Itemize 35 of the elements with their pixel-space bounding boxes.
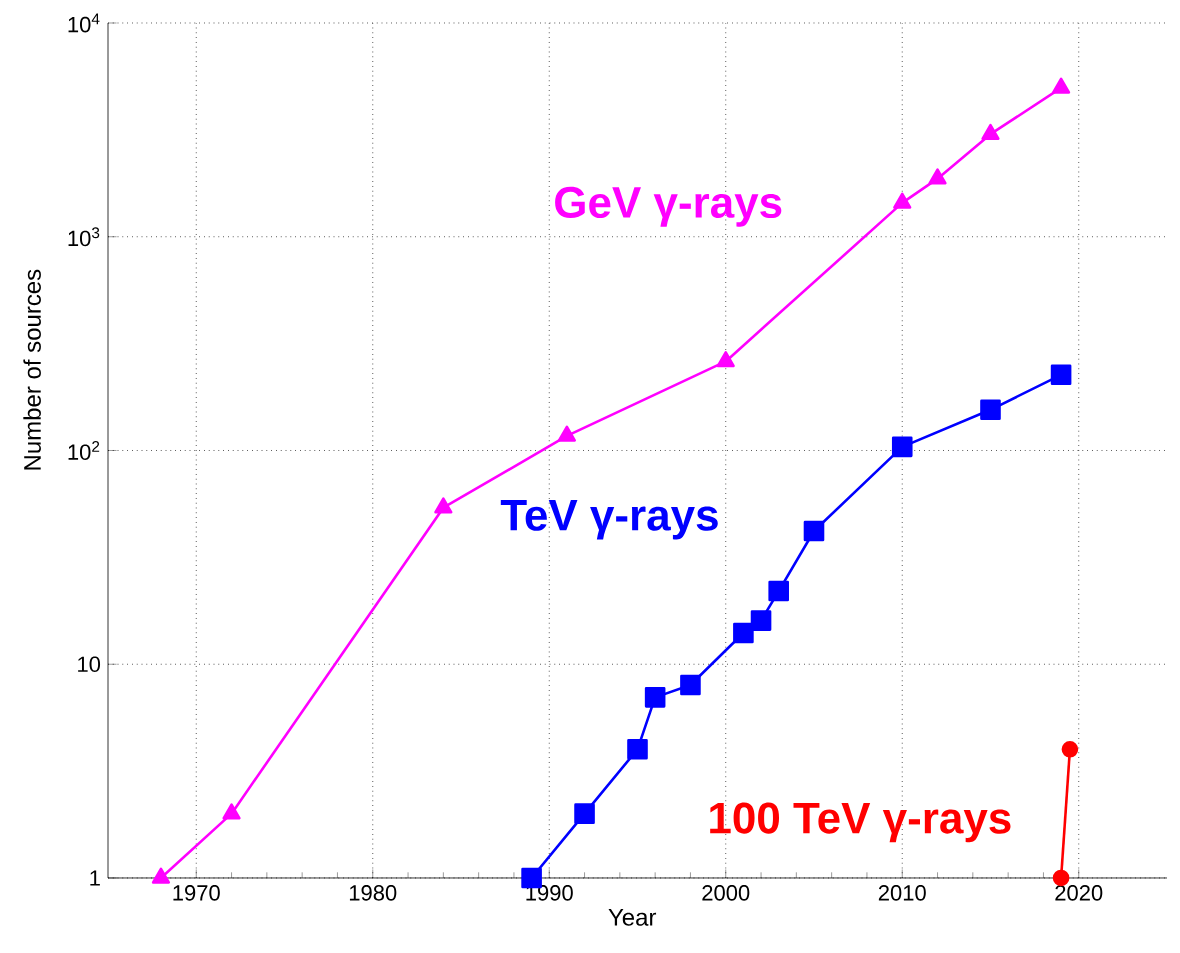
point — [680, 674, 701, 696]
point — [627, 739, 648, 760]
point — [574, 803, 595, 824]
point — [928, 168, 947, 185]
y-tick-label: 10 — [78, 656, 101, 673]
series-label: TeV γ-rays — [500, 500, 718, 540]
x-tick-label: 2000 — [702, 885, 750, 901]
point — [891, 436, 913, 458]
y-axis-title: Number of sources — [23, 269, 41, 470]
point — [893, 192, 912, 209]
y-tick-label: 10$^{2}$ — [68, 441, 100, 460]
point — [1050, 364, 1072, 386]
x-tick-label: 1980 — [349, 885, 397, 901]
point — [1061, 741, 1079, 758]
point — [434, 497, 453, 514]
point — [1052, 869, 1070, 887]
point — [980, 399, 1001, 421]
x-tick-label: 1970 — [173, 885, 220, 901]
point — [733, 622, 754, 644]
point — [557, 425, 576, 442]
y-tick-label: 10$^{4}$ — [68, 13, 100, 33]
series-label: GeV γ-rays — [555, 186, 782, 227]
series-label: 100 TeV γ-rays — [710, 802, 1011, 843]
point — [803, 520, 825, 542]
point — [644, 687, 666, 708]
x-tick-label: 2010 — [878, 885, 926, 901]
point — [1052, 77, 1071, 94]
point — [981, 123, 1000, 140]
y-tick-label: 1 — [90, 870, 100, 886]
point — [768, 580, 789, 602]
point — [716, 351, 735, 368]
x-tick-label: 2020 — [1055, 885, 1103, 901]
x-axis-title: Year — [608, 909, 657, 926]
y-tick-label: 10$^{3}$ — [68, 227, 100, 247]
point — [750, 610, 772, 631]
